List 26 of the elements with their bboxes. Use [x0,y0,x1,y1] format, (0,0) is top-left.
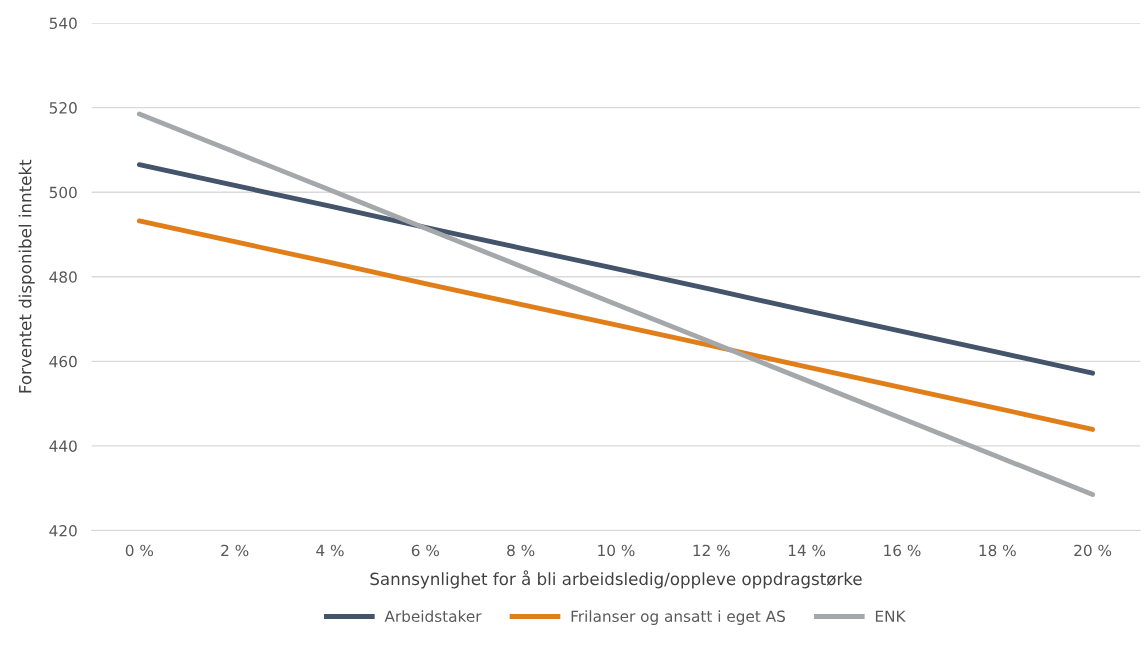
x-axis-title: Sannsynlighet for å bli arbeidsledig/oppleve oppdragstørke [370,570,862,589]
x-tick-label: 4 % [316,544,344,557]
x-tick-label: 14 % [788,544,826,557]
legend-label: ENK [875,610,906,622]
x-tick-label: 16 % [884,544,921,557]
legend-label: Arbeidstaker [384,610,482,623]
y-tick-label: 420 [49,524,77,537]
legend-label: Frilanser og ansatt i eget AS [571,610,785,625]
y-tick-label: 460 [49,355,77,368]
x-tick-label: 2 % [221,544,249,557]
y-tick-label: 480 [49,271,77,283]
x-tick-label: 10 % [598,544,635,557]
x-tick-label: 0 % [125,544,154,557]
y-tick-label: 500 [49,186,77,199]
x-tick-label: 20 % [1074,544,1112,557]
x-tick-label: 12 % [693,544,730,557]
y-axis-title: Forventet disponibel inntekt [18,159,35,393]
y-tick-label: 520 [49,102,77,114]
line-series [136,162,1096,376]
y-tick-label: 440 [49,440,77,452]
x-tick-label: 8 % [507,544,535,557]
x-tick-label: 18 % [979,544,1016,557]
y-tick-label: 540 [49,17,77,30]
x-tick-label: 6 % [411,544,440,557]
line-series [136,111,1096,497]
line-series [136,218,1096,432]
